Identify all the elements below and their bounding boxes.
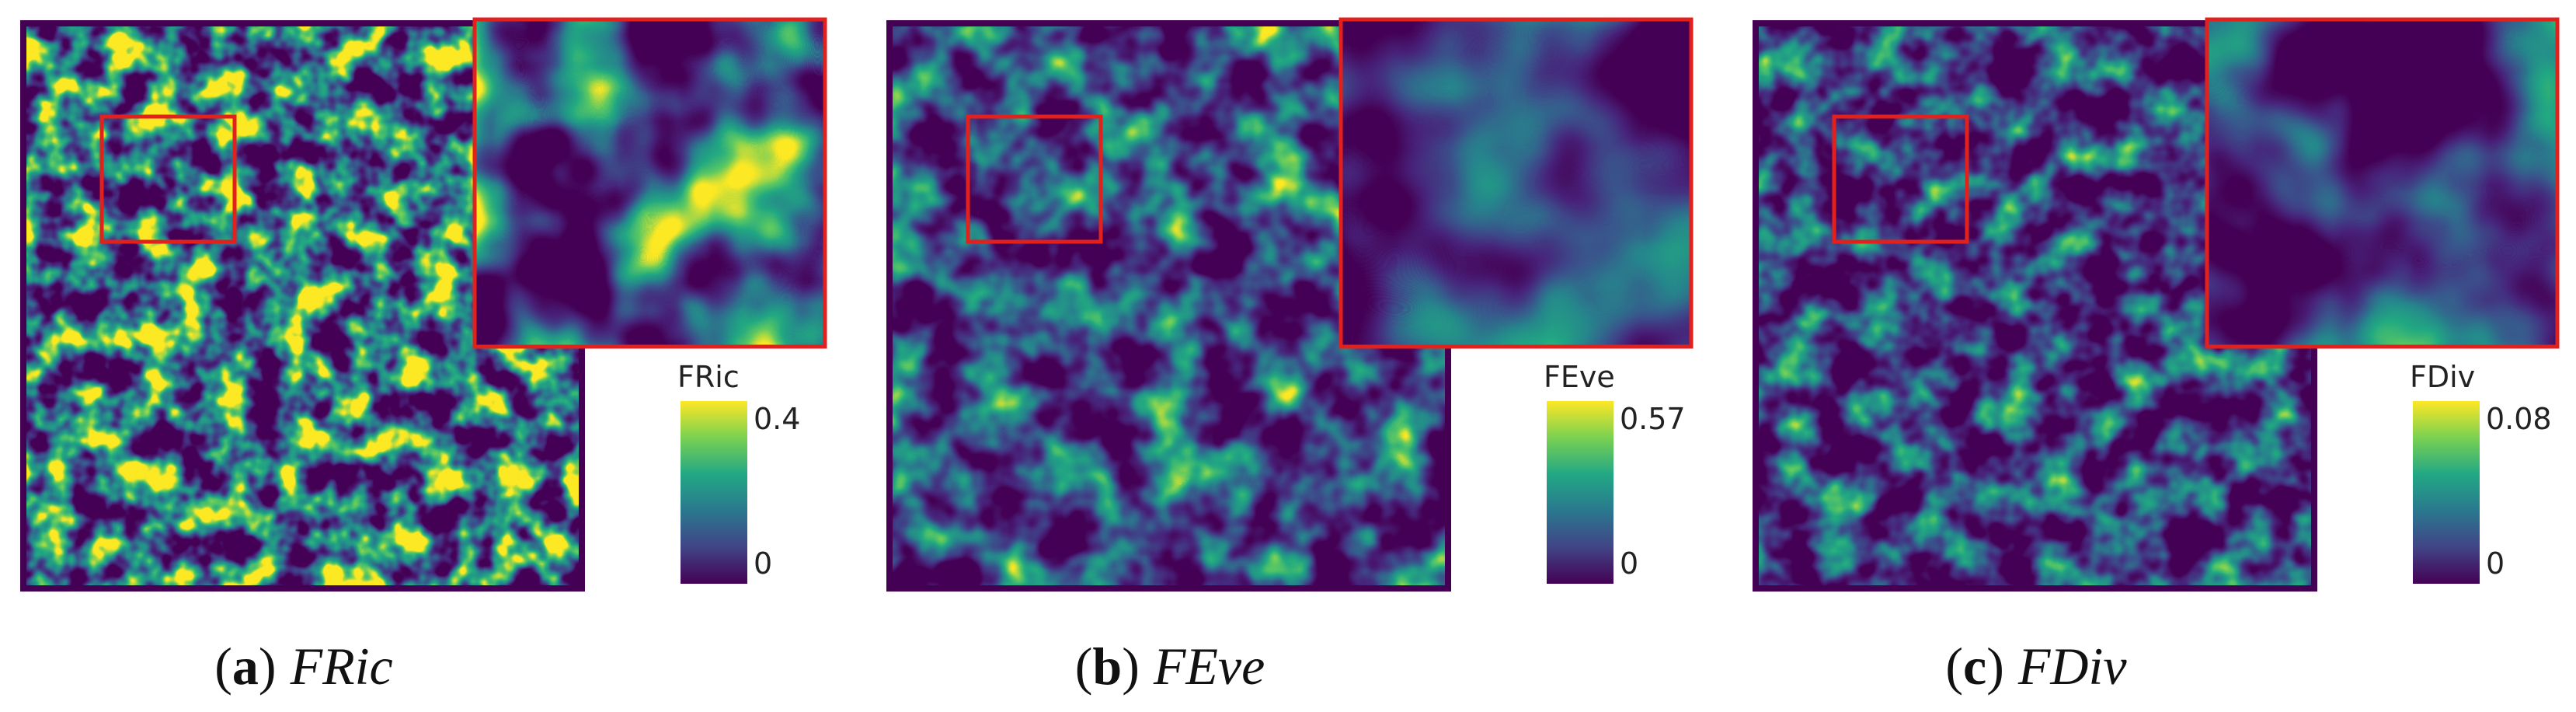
colorbar: [2413, 401, 2480, 584]
zoom-region: [99, 114, 237, 244]
colorbar-tick-label: 0: [754, 546, 772, 581]
colorbar-tick-label: 0.4: [754, 402, 800, 436]
colorbar-title: FEve: [1544, 360, 1615, 394]
zoom-region: [1832, 114, 1969, 244]
panel-label: (b): [1075, 637, 1140, 696]
colorbar-tick-label: 0: [1620, 546, 1638, 581]
zoom-inset: [1341, 19, 1691, 347]
colorbar-tick-label: 0: [2486, 546, 2505, 581]
panel-name: FEve: [1153, 637, 1265, 696]
zoom-frame: [2205, 17, 2560, 349]
colorbar: [681, 401, 747, 584]
caption: (b) FEve: [1075, 637, 1265, 696]
colorbar-tick-label: 0.57: [1620, 402, 1686, 436]
panel-label: (a): [214, 637, 276, 696]
zoom-frame: [472, 17, 827, 349]
zoom-inset: [475, 19, 825, 347]
caption: (a) FRic: [214, 637, 392, 696]
caption: (c) FDiv: [1945, 637, 2127, 696]
panel-label: (c): [1945, 637, 2004, 696]
panel-name: FDiv: [2017, 637, 2128, 696]
zoom-region: [966, 114, 1103, 244]
colorbar-tick-label: 0.08: [2486, 402, 2552, 436]
colorbar-title: FDiv: [2410, 360, 2475, 394]
colorbar: [1547, 401, 1613, 584]
colorbar-title: FRic: [677, 360, 740, 394]
panel-name: FRic: [290, 637, 393, 696]
zoom-frame: [1338, 17, 1694, 349]
zoom-inset: [2207, 19, 2557, 347]
